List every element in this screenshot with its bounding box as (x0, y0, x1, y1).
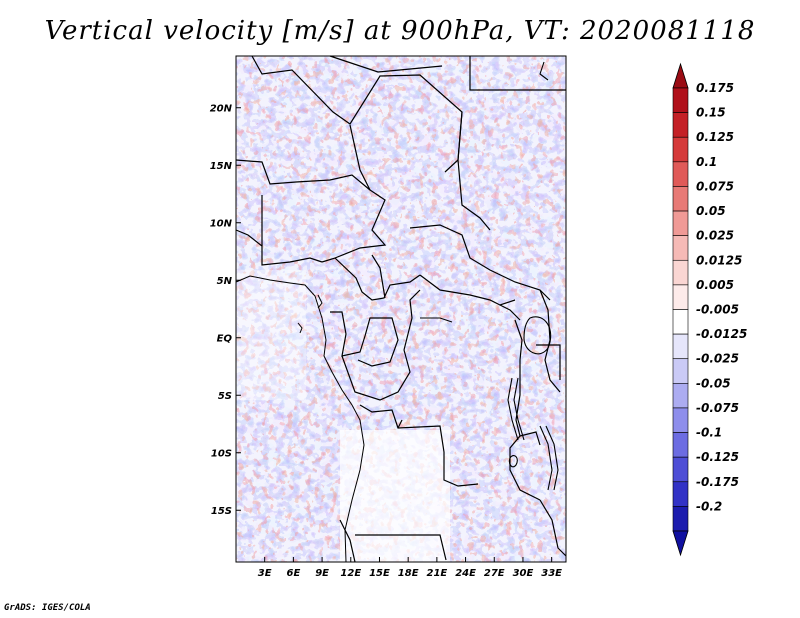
lat-tick-label: 15N (210, 161, 233, 172)
lon-tick-label: 9E (315, 568, 329, 579)
colorbar-bottom-cap (672, 530, 689, 557)
colorbar-swatch (672, 481, 689, 507)
velocity-field (236, 56, 566, 562)
colorbar-label: -0.025 (696, 352, 739, 366)
coastline (235, 275, 365, 563)
colorbar-label: -0.175 (696, 475, 739, 489)
colorbar-swatch (672, 432, 689, 458)
lon-tick-label: 30E (513, 568, 534, 579)
colorbar-label: -0.075 (696, 401, 739, 415)
lat-tick-label: 10N (210, 218, 233, 229)
colorbar-swatch (672, 407, 689, 433)
colorbar-swatch (672, 309, 689, 335)
lon-tick-label: 3E (258, 568, 272, 579)
lat-tick-label: 5S (218, 391, 232, 402)
lat-tick-label: 10S (211, 448, 232, 459)
colorbar-swatch (672, 456, 689, 483)
lat-tick-label: 15S (211, 506, 232, 517)
colorbar-swatch (672, 136, 689, 163)
colorbar: 0.175 0.15 0.125 0.1 0.075 0.05 0.025 0.0125 0.0… (672, 62, 747, 557)
colorbar-label: -0.05 (696, 376, 731, 390)
colorbar-label: 0.05 (696, 204, 726, 218)
lon-tick-label: 27E (484, 568, 505, 579)
lon-tick-label: 15E (369, 568, 390, 579)
colorbar-label: 0.005 (696, 278, 734, 292)
colorbar-label: 0.15 (696, 106, 726, 120)
longitude-axis: 3E 6E 9E 12E 15E 18E 21E 24E 27E 30E 33E (258, 557, 562, 579)
colorbar-label: 0.025 (696, 229, 734, 243)
lon-tick-label: 12E (340, 568, 361, 579)
colorbar-label: 0.125 (696, 130, 734, 144)
colorbar-swatch (672, 333, 689, 360)
colorbar-label: 0.175 (696, 81, 734, 95)
latitude-axis: 20N 15N 10N 5N EQ 5S 10S 15S (210, 103, 241, 517)
colorbar-swatch (672, 112, 689, 138)
lon-tick-label: 33E (541, 568, 562, 579)
map-title: Vertical velocity [m/s] at 900hPa, VT: 2… (44, 16, 756, 46)
colorbar-label: -0.005 (696, 303, 739, 317)
colorbar-swatch (672, 186, 689, 212)
lon-tick-label: 24E (455, 568, 476, 579)
colorbar-label: 0.1 (696, 155, 717, 169)
lat-tick-label: 5N (217, 276, 233, 287)
colorbar-swatch (672, 383, 689, 409)
colorbar-swatch (672, 358, 689, 384)
colorbar-label: -0.2 (696, 499, 722, 513)
colorbar-label: -0.0125 (696, 327, 747, 341)
colorbar-swatch (672, 506, 689, 532)
lat-tick-label: 20N (210, 103, 233, 114)
colorbar-top-cap (672, 62, 689, 89)
lat-tick-label: EQ (217, 333, 233, 344)
grads-credit: GrADS: IGES/COLA (4, 603, 91, 613)
lon-tick-label: 21E (426, 568, 447, 579)
lon-tick-label: 18E (398, 568, 419, 579)
colorbar-swatch (672, 210, 689, 236)
colorbar-swatch (672, 259, 689, 286)
country-borders (235, 55, 567, 563)
colorbar-swatch (672, 161, 689, 187)
colorbar-label: 0.0125 (696, 253, 742, 267)
colorbar-label: 0.075 (696, 179, 734, 193)
map-frame (235, 55, 567, 563)
colorbar-swatch (672, 235, 689, 261)
colorbar-swatch (672, 87, 689, 113)
lakes (420, 61, 559, 491)
colorbar-label: -0.1 (696, 426, 722, 440)
lon-tick-label: 6E (286, 568, 300, 579)
colorbar-label: -0.125 (696, 450, 739, 464)
colorbar-swatch (672, 284, 689, 310)
